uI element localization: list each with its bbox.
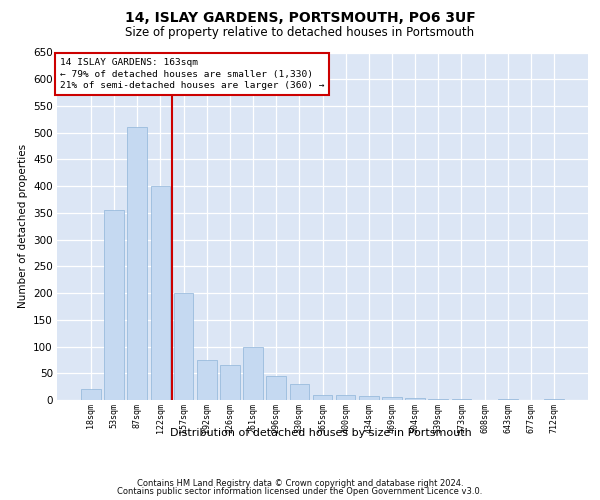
Bar xyxy=(220,365,240,400)
Bar xyxy=(313,394,332,400)
Bar xyxy=(174,293,193,400)
Y-axis label: Number of detached properties: Number of detached properties xyxy=(17,144,28,308)
Bar xyxy=(405,398,425,400)
Bar xyxy=(266,376,286,400)
Text: Size of property relative to detached houses in Portsmouth: Size of property relative to detached ho… xyxy=(125,26,475,39)
Text: 14 ISLAY GARDENS: 163sqm
← 79% of detached houses are smaller (1,330)
21% of sem: 14 ISLAY GARDENS: 163sqm ← 79% of detach… xyxy=(59,58,324,90)
Text: Contains HM Land Registry data © Crown copyright and database right 2024.: Contains HM Land Registry data © Crown c… xyxy=(137,478,463,488)
Bar xyxy=(104,210,124,400)
Bar xyxy=(243,346,263,400)
Bar xyxy=(151,186,170,400)
Bar xyxy=(197,360,217,400)
Bar xyxy=(81,390,101,400)
Bar xyxy=(127,128,147,400)
Bar xyxy=(290,384,309,400)
Text: Contains public sector information licensed under the Open Government Licence v3: Contains public sector information licen… xyxy=(118,487,482,496)
Bar xyxy=(382,398,402,400)
Text: Distribution of detached houses by size in Portsmouth: Distribution of detached houses by size … xyxy=(170,428,472,438)
Bar xyxy=(336,394,355,400)
Bar xyxy=(428,399,448,400)
Text: 14, ISLAY GARDENS, PORTSMOUTH, PO6 3UF: 14, ISLAY GARDENS, PORTSMOUTH, PO6 3UF xyxy=(125,11,475,25)
Bar xyxy=(359,396,379,400)
